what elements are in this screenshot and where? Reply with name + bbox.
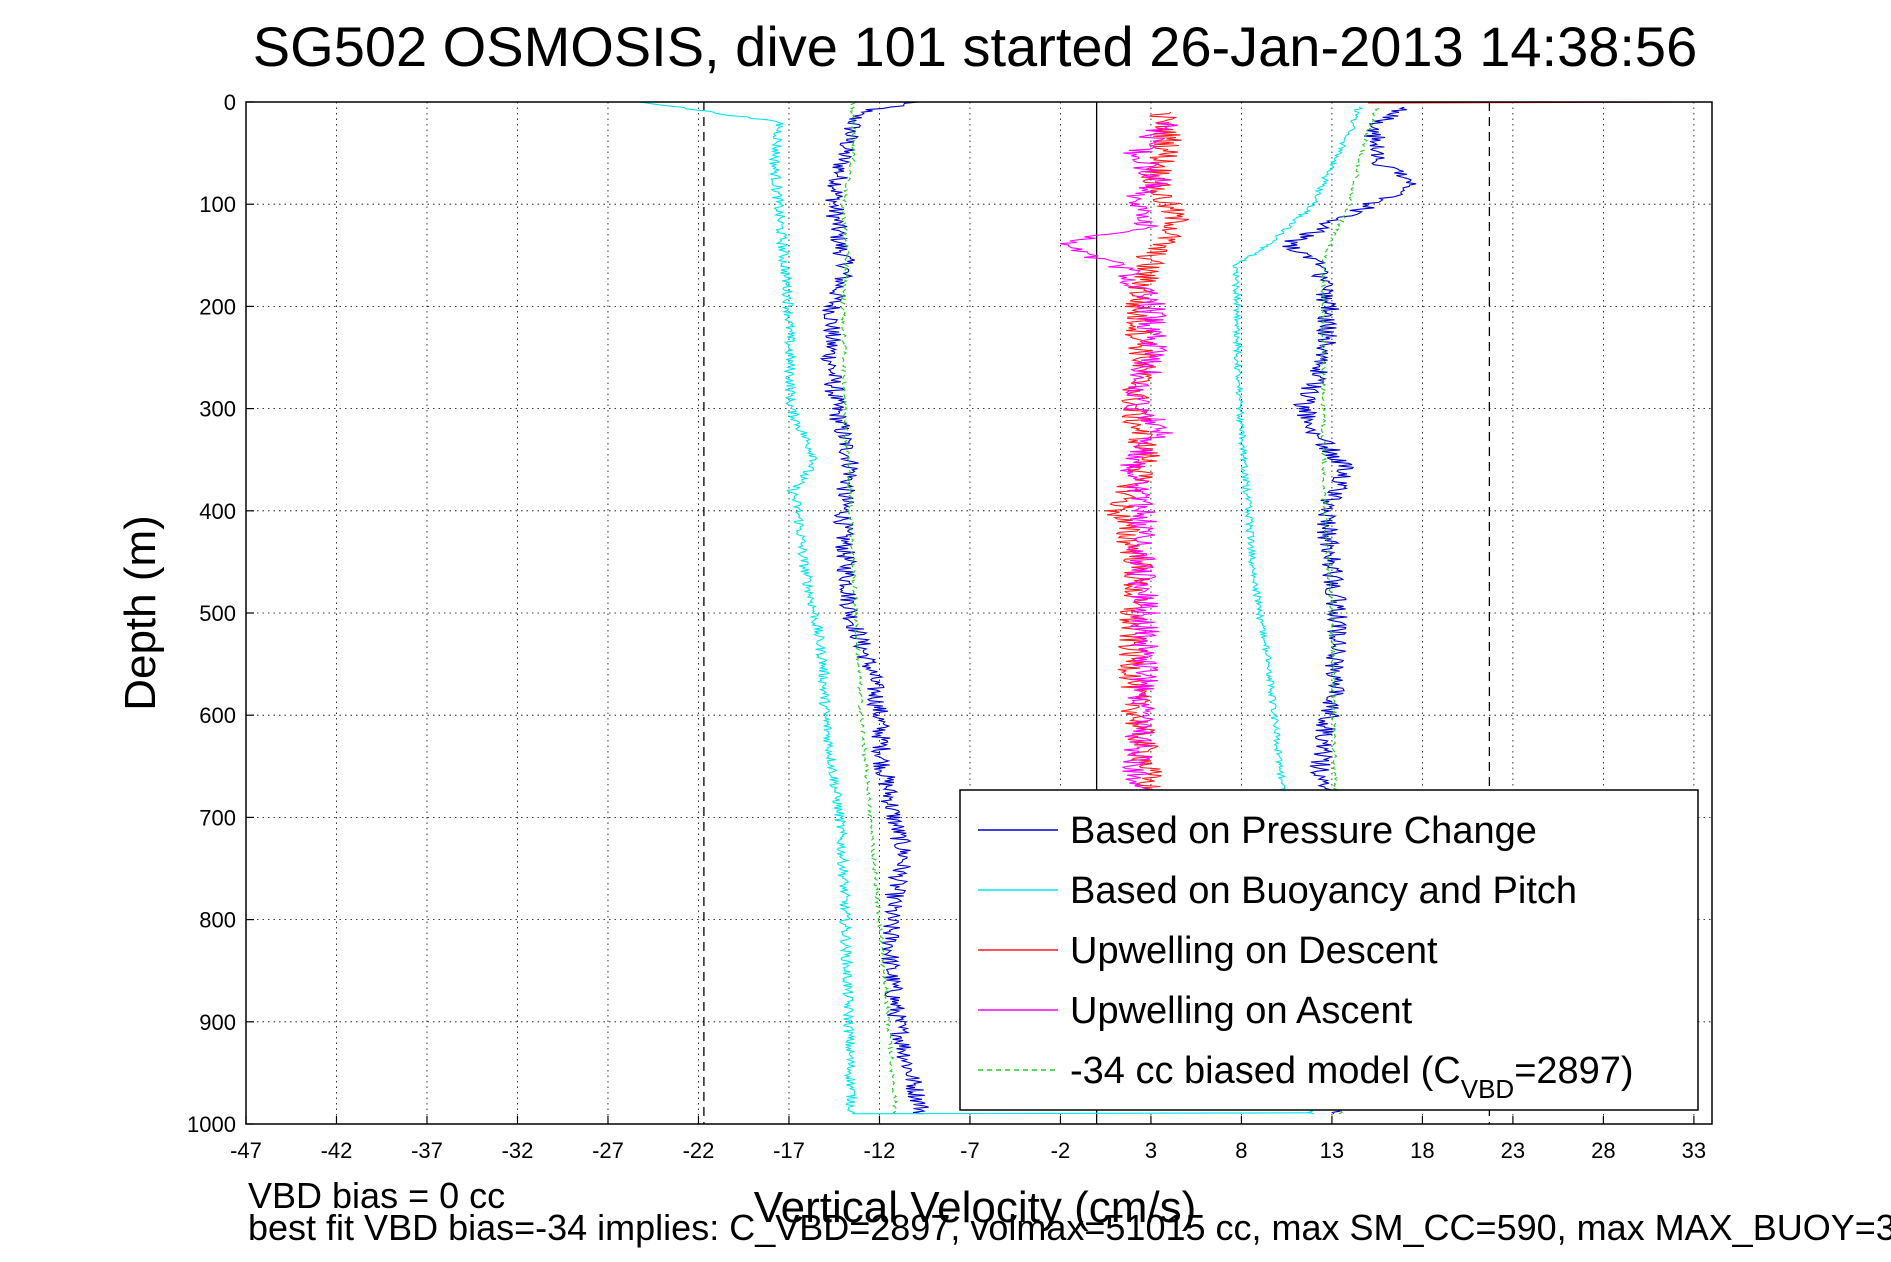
series-line-pressure_descent <box>819 102 929 1115</box>
legend-label: Upwelling on Ascent <box>1070 990 1413 1032</box>
x-tick-label: -7 <box>960 1138 980 1163</box>
y-tick-label: 600 <box>199 703 236 728</box>
y-tick-label: 500 <box>199 601 236 626</box>
y-tick-label: 400 <box>199 499 236 524</box>
x-tick-label: 8 <box>1235 1138 1247 1163</box>
y-tick-label: 0 <box>224 90 236 115</box>
x-tick-label: -17 <box>773 1138 805 1163</box>
x-tick-label: -12 <box>864 1138 896 1163</box>
x-tick-label: -27 <box>592 1138 624 1163</box>
x-tick-label: -22 <box>683 1138 715 1163</box>
legend-label: Based on Buoyancy and Pitch <box>1070 870 1577 912</box>
x-tick-label: 18 <box>1410 1138 1434 1163</box>
x-tick-label: -32 <box>502 1138 534 1163</box>
x-tick-label: 33 <box>1682 1138 1706 1163</box>
series-line-buoyancy_descent <box>639 102 857 1115</box>
y-axis-label: Depth (m) <box>116 515 165 711</box>
footer-line-1: VBD bias = 0 cc <box>248 1175 505 1216</box>
legend-label: Based on Pressure Change <box>1070 810 1537 852</box>
x-tick-label: 28 <box>1591 1138 1615 1163</box>
legend: Based on Pressure Change Based on Buoyanc… <box>959 789 1699 1111</box>
series-line-bottom_turn <box>852 1112 1313 1115</box>
legend-box <box>959 789 1699 1111</box>
x-tick-label: -42 <box>321 1138 353 1163</box>
x-tick-label: -2 <box>1051 1138 1071 1163</box>
x-axis-ticks: -47 -42 -37 -32 -27 -22 -17 -12 -7 -2 3 8 13 18 23 28 33 <box>230 1116 1706 1163</box>
y-tick-label: 900 <box>199 1010 236 1035</box>
x-tick-label: -37 <box>411 1138 443 1163</box>
y-tick-label: 700 <box>199 805 236 830</box>
legend-label: Upwelling on Descent <box>1070 930 1438 972</box>
y-tick-label: 100 <box>199 192 236 217</box>
x-axis-label: Vertical Velocity (cm/s) <box>754 1183 1197 1232</box>
chart-title: SG502 OSMOSIS, dive 101 started 26-Jan-2… <box>253 15 1697 78</box>
x-tick-label: -47 <box>230 1138 262 1163</box>
y-tick-label: 200 <box>199 294 236 319</box>
footer-line-2: best fit VBD bias=-34 implies: C_VBD=289… <box>248 1207 1891 1248</box>
series-line-model_descent <box>840 102 899 1115</box>
x-tick-label: 13 <box>1320 1138 1344 1163</box>
x-tick-label: 3 <box>1145 1138 1157 1163</box>
y-tick-label: 800 <box>199 908 236 933</box>
x-tick-label: 23 <box>1501 1138 1525 1163</box>
series-line-upwelling_ascent <box>1059 121 1179 818</box>
y-axis-ticks: 0 100 200 300 400 500 600 700 800 900 1000 <box>187 90 254 1137</box>
y-tick-label: 1000 <box>187 1112 236 1137</box>
y-tick-label: 300 <box>199 397 236 422</box>
